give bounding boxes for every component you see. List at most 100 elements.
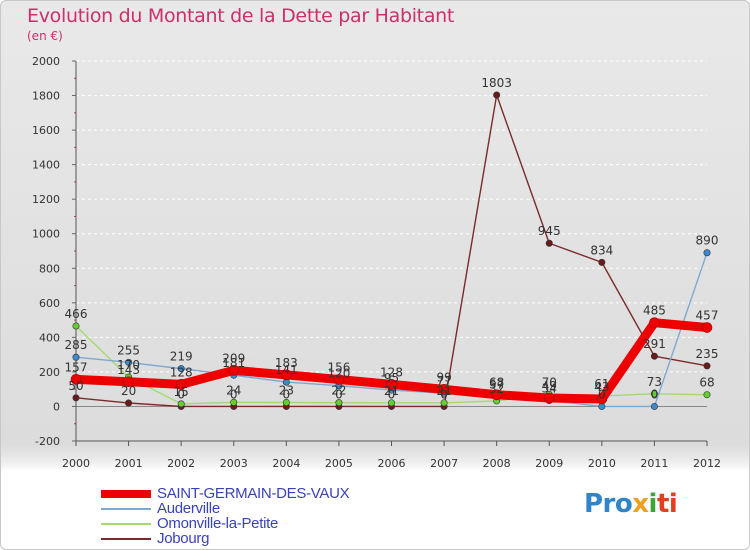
legend-swatch: [101, 523, 151, 525]
data-point: [387, 399, 395, 407]
data-label: 95: [384, 371, 399, 385]
data-point: [72, 322, 80, 330]
data-point: [649, 317, 660, 328]
data-label: 1803: [481, 76, 512, 90]
x-tick-label: 2008: [483, 457, 511, 470]
x-tick-label: 2005: [325, 457, 353, 470]
y-tick-label: 1400: [32, 159, 60, 172]
data-point: [282, 398, 290, 406]
legend-label: Auderville: [157, 500, 220, 517]
data-label: 32: [489, 382, 504, 396]
data-point: [177, 365, 185, 373]
legend-label: SAINT-GERMAIN-DES-VAUX: [157, 485, 350, 502]
data-label: 24: [226, 383, 241, 397]
legend-label: Omonville-la-Petite: [157, 515, 279, 532]
data-label: 61: [594, 377, 609, 391]
data-label: 457: [696, 309, 719, 323]
data-point: [386, 379, 397, 390]
data-point: [72, 394, 80, 402]
y-tick-label: 600: [39, 297, 60, 310]
data-label: 21: [436, 384, 451, 398]
data-point: [438, 384, 450, 395]
legend-swatch: [101, 538, 151, 540]
data-label: 0: [283, 387, 291, 401]
y-tick-label: 800: [39, 262, 60, 275]
data-point: [493, 91, 501, 99]
y-tick-label: 400: [39, 331, 60, 344]
data-label: 21: [384, 384, 399, 398]
data-label: 466: [65, 307, 88, 321]
data-label: 890: [696, 234, 719, 248]
legend-swatch: [101, 508, 151, 510]
data-label: 34: [542, 382, 557, 396]
x-tick-label: 2002: [167, 457, 195, 470]
y-tick-label: -200: [35, 435, 60, 448]
data-label: 0: [598, 387, 606, 401]
data-label: 255: [117, 343, 140, 357]
data-label: 23: [279, 383, 294, 397]
proxiti-logo: Proxiti: [584, 489, 678, 519]
data-label: 15: [174, 385, 189, 399]
data-point: [177, 400, 185, 408]
data-point: [125, 399, 133, 407]
x-tick-label: 2011: [640, 457, 668, 470]
y-tick-label: 1200: [32, 193, 60, 206]
data-point: [228, 365, 240, 376]
data-label: 291: [643, 337, 666, 351]
x-tick-label: 2009: [535, 457, 563, 470]
data-point: [72, 353, 80, 361]
data-point: [281, 369, 292, 381]
data-label: 77: [436, 374, 451, 388]
data-label: 285: [65, 338, 88, 352]
legend-label: Jobourg: [157, 530, 210, 547]
x-tick-label: 2003: [220, 457, 248, 470]
data-label: 73: [647, 375, 662, 389]
data-label: 219: [170, 350, 193, 364]
x-tick-label: 2004: [272, 457, 300, 470]
data-label: 156: [327, 361, 350, 375]
data-point: [650, 402, 658, 410]
x-tick-label: 2000: [62, 457, 90, 470]
data-point: [491, 389, 502, 401]
data-point: [650, 390, 658, 398]
data-point: [123, 376, 134, 388]
data-label: 0: [651, 387, 659, 401]
data-label: 181: [222, 356, 245, 370]
x-tick-label: 2006: [378, 457, 406, 470]
data-label: 0: [230, 387, 238, 401]
y-tick-label: 1800: [32, 90, 60, 103]
data-label: 834: [590, 243, 613, 257]
data-label: 68: [699, 376, 714, 390]
data-label: 20: [121, 384, 136, 398]
chart-subtitle: (en €): [27, 29, 63, 43]
data-label: 235: [696, 347, 719, 361]
y-tick-label: 1000: [32, 228, 60, 241]
data-point: [598, 258, 606, 266]
data-label: 183: [275, 356, 298, 370]
data-label: 141: [275, 363, 298, 377]
chart-title: Evolution du Montant de la Dette par Hab…: [27, 5, 455, 27]
data-point: [701, 322, 713, 333]
data-label: 945: [538, 224, 561, 238]
data-label: 0: [440, 387, 448, 401]
data-label: 157: [65, 360, 88, 374]
x-tick-label: 2007: [430, 457, 458, 470]
data-point: [70, 374, 82, 385]
y-tick-label: 200: [39, 366, 60, 379]
data-label: 170: [117, 358, 140, 372]
data-label: 70: [542, 375, 557, 389]
y-tick-label: 2000: [32, 55, 60, 68]
data-point: [333, 374, 345, 385]
data-label: 57: [489, 378, 504, 392]
data-point: [703, 249, 711, 257]
data-label: 143: [117, 363, 140, 377]
data-label: 22: [331, 384, 346, 398]
data-label: 0: [335, 387, 343, 401]
data-label: 99: [436, 370, 451, 384]
y-tick-label: 0: [53, 400, 60, 413]
data-label: 0: [388, 387, 396, 401]
data-label: 50: [68, 379, 83, 393]
data-point: [703, 362, 711, 370]
data-point: [440, 399, 448, 407]
